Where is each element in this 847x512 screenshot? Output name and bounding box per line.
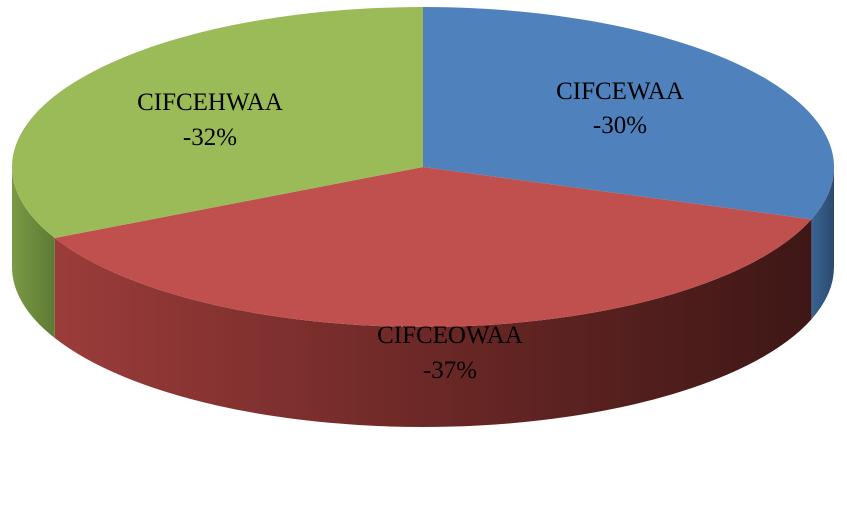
pie-side-cifcewaa	[811, 167, 834, 320]
pie-slice-cifcewaa	[423, 7, 834, 220]
slice-label-value-cifcewaa: -30%	[593, 112, 647, 139]
pie-side-cifcehwaa	[12, 167, 55, 339]
slice-label-name-cifcehwaa: CIFCEHWAA	[137, 89, 283, 116]
slice-label-value-cifcehwaa: -32%	[183, 124, 237, 151]
slice-label-value-cifceowaa: -37%	[423, 357, 477, 384]
pie-slice-cifceowaa	[54, 167, 812, 327]
pie-slice-cifcehwaa	[11, 7, 424, 239]
slice-label-name-cifceowaa: CIFCEOWAA	[377, 322, 523, 349]
pie-side-cifceowaa	[54, 219, 812, 427]
slice-label-name-cifcewaa: CIFCEWAA	[556, 78, 684, 105]
